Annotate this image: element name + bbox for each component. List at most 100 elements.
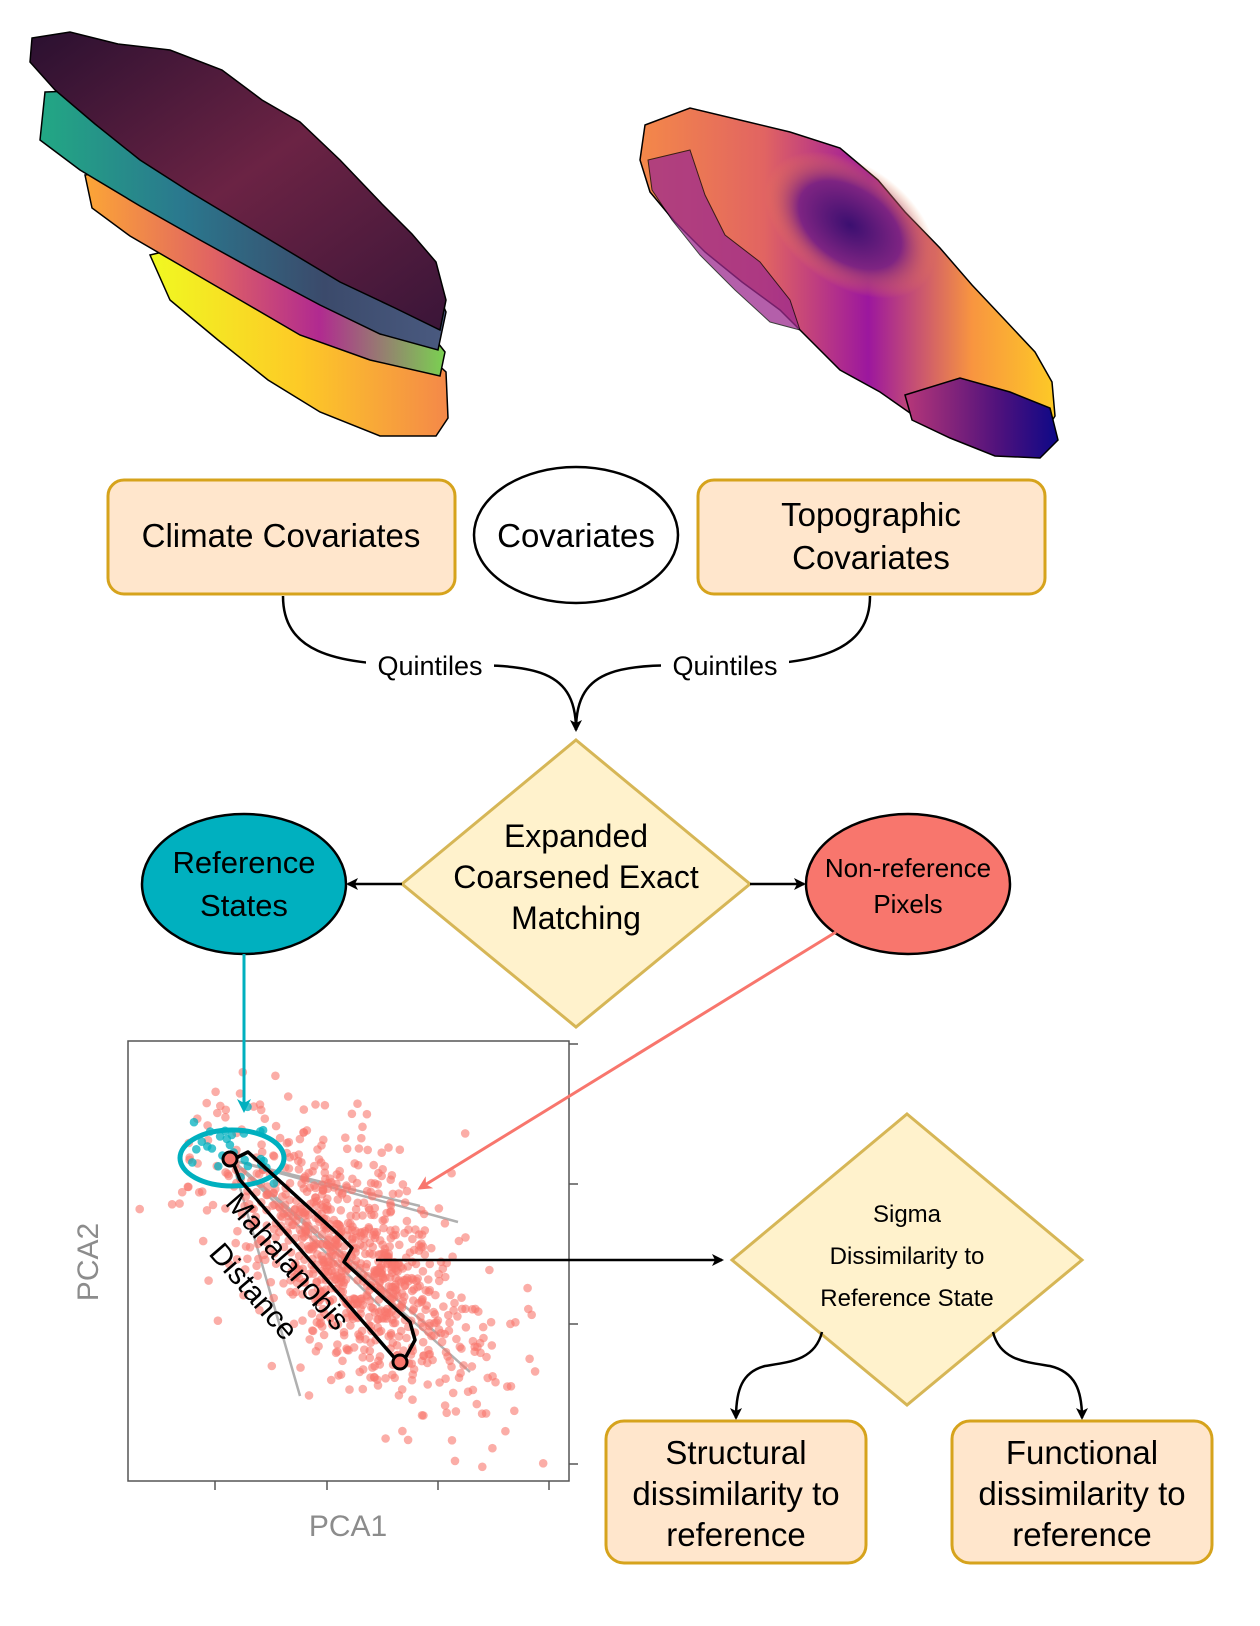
non-reference-point [353,1099,362,1108]
non-reference-point [450,1298,459,1308]
non-reference-point [279,1279,288,1288]
non-reference-point [282,1138,292,1148]
non-reference-point [252,1261,261,1271]
non-reference-point [297,1179,306,1188]
non-reference-point [324,1235,333,1245]
non-reference-point [436,1328,446,1338]
non-reference-point [318,1287,328,1296]
quintiles-left-label: Quintiles [377,651,482,681]
non-reference-point [300,1172,310,1181]
matching-label-line1: Expanded [504,818,648,854]
non-reference-point [333,1239,343,1248]
non-reference-point [395,1145,405,1154]
matching-node: Expanded Coarsened Exact Matching [399,738,753,1029]
non-reference-point [259,1250,269,1260]
non-reference-point [336,1206,346,1215]
non-reference-point [525,1354,534,1364]
matching-label-line3: Matching [511,900,641,936]
non-reference-point [366,1178,376,1188]
non-reference-point [311,1183,320,1193]
non-reference-point [251,1212,261,1222]
non-reference-point [292,1278,302,1287]
non-reference-point [429,1307,438,1317]
non-reference-point [510,1406,519,1416]
non-reference-point [135,1204,144,1214]
non-reference-point [355,1331,365,1341]
non-reference-point [444,1326,454,1335]
non-reference-point [299,1128,309,1137]
non-reference-point [243,1254,252,1264]
non-reference-point [339,1327,349,1337]
non-reference-point [356,1232,366,1241]
non-reference-point [446,1290,455,1300]
non-reference-point [407,1273,417,1283]
non-reference-point [223,1169,232,1179]
non-reference-point [311,1346,321,1356]
non-reference-point [315,1313,325,1322]
non-reference-point [263,1182,272,1191]
reference-states-node: Reference States [140,812,348,956]
non-reference-point [221,1105,231,1115]
non-reference-point [239,1290,248,1300]
non-reference-point [408,1306,418,1315]
non-reference-point [325,1174,335,1183]
non-reference-point [312,1277,322,1286]
non-reference-point [235,1089,245,1098]
non-reference-point [393,1259,403,1269]
non-reference-point [378,1216,388,1225]
non-reference-point [368,1250,378,1259]
non-reference-point [364,1223,374,1232]
non-reference-point [358,1353,368,1362]
non-reference-point [318,1293,328,1302]
non-reference-point [251,1220,260,1230]
functional-label-line3: reference [1012,1516,1151,1553]
non-reference-point [454,1373,464,1382]
structural-label-line1: Structural [665,1434,806,1471]
non-reference-point [457,1293,466,1302]
quintiles-right-label: Quintiles [672,651,777,681]
non-reference-point [299,1278,309,1287]
non-reference-point [307,1309,317,1318]
non-reference-point [342,1345,352,1355]
non-reference-point [319,1257,328,1267]
non-reference-point [407,1286,417,1296]
reference-point [240,1155,249,1165]
non-reference-point [175,1199,184,1208]
non-reference-point [297,1234,307,1243]
non-reference-point [439,1302,448,1311]
non-reference-point [257,1147,267,1157]
non-reference-point [311,1100,320,1109]
non-reference-point [328,1245,338,1255]
non-reference-point [478,1462,487,1472]
non-reference-point [407,1375,417,1385]
non-reference-point [523,1283,532,1293]
sigma-node: Sigma Dissimilarity to Reference State [729,1112,1085,1407]
non-reference-point [491,1377,500,1387]
non-reference-point [482,1352,491,1362]
non-reference-label-line2: Pixels [873,889,942,919]
non-reference-point [341,1266,351,1276]
non-reference-point [393,1291,402,1300]
structural-label-line2: dissimilarity to [632,1475,839,1512]
non-reference-point [294,1165,304,1174]
structural-label-line3: reference [666,1516,805,1553]
non-reference-point [289,1319,299,1329]
climate-covariate-maps [29,31,449,437]
non-reference-point [285,1178,295,1188]
pca-scatter-plot: Mahalanobis Distance PCA1 PCA2 [72,1040,578,1543]
non-reference-point [430,1331,439,1340]
non-reference-point [305,1335,315,1344]
non-reference-point [342,1144,352,1154]
non-reference-point [358,1384,368,1394]
non-reference-point [386,1175,396,1184]
non-reference-point [395,1240,404,1250]
non-reference-point [373,1323,383,1332]
non-reference-point [288,1290,298,1299]
non-reference-point [211,1087,220,1097]
non-reference-point [358,1300,368,1310]
non-reference-point [262,1221,272,1230]
non-reference-point [346,1219,355,1228]
non-reference-point [184,1182,193,1192]
non-reference-point [373,1381,383,1390]
non-reference-point [338,1356,347,1366]
